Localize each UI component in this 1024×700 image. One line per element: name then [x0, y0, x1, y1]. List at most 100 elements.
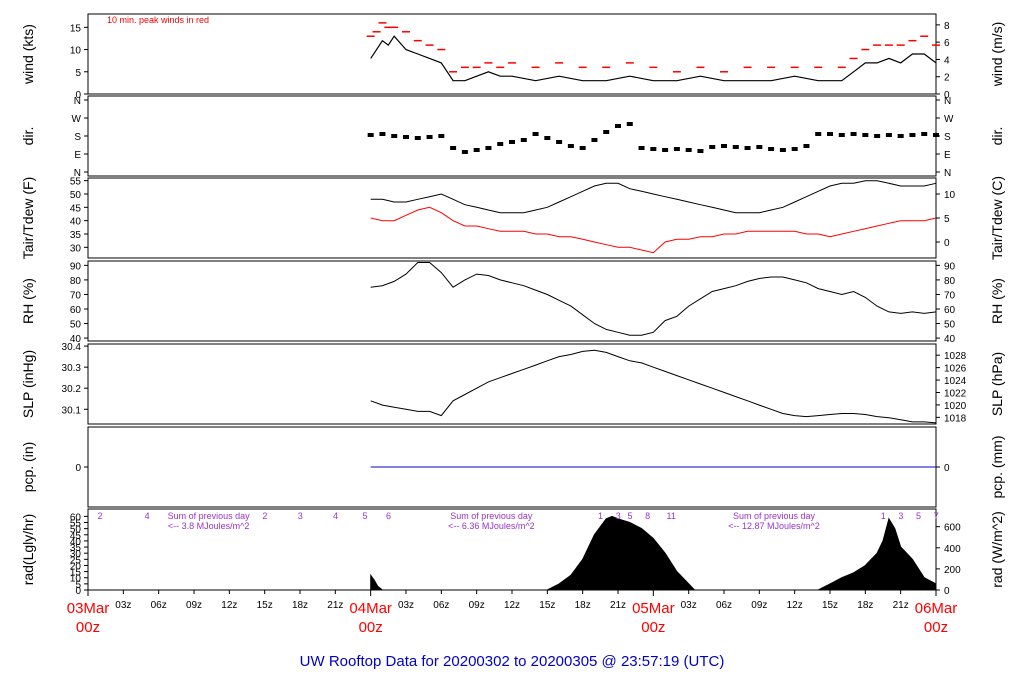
y-tick-label-left: 30.2: [62, 384, 82, 395]
y-tick-label-right: 10: [944, 190, 956, 201]
direction-point: [862, 133, 869, 137]
direction-point: [768, 147, 775, 151]
radiation-hour-marker: 4: [333, 511, 338, 521]
direction-point: [732, 145, 739, 149]
radiation-sum-label: Sum of previous day: [168, 511, 251, 521]
radiation-hour-marker: 7: [934, 511, 939, 521]
y-tick-label-left: 35: [70, 230, 82, 241]
y-tick-label-left: W: [72, 114, 82, 125]
rh-line: [370, 262, 937, 336]
tair-line: [370, 180, 937, 214]
radiation-hour-marker: 3: [298, 511, 303, 521]
x-tick-label: 09z: [469, 600, 485, 611]
direction-point: [450, 146, 457, 150]
x-tick-label: 12z: [787, 600, 803, 611]
direction-point: [756, 145, 763, 149]
direction-point: [791, 147, 798, 151]
direction-point: [650, 147, 657, 151]
x-tick-label: 09z: [186, 600, 202, 611]
radiation-hour-marker: 11: [667, 511, 676, 521]
y-tick-label-left: 35: [70, 543, 82, 554]
y-tick-label-left: 0: [75, 90, 81, 101]
y-tick-label-right: 0: [944, 463, 950, 474]
radiation-hour-marker: 3: [616, 511, 621, 521]
date-time-label: 00z: [924, 619, 948, 636]
y-tick-label-left: 90: [70, 261, 82, 272]
direction-point: [921, 132, 928, 136]
y-tick-label-left: 5: [75, 580, 81, 591]
y-tick-label-right: 70: [944, 290, 956, 301]
y-tick-label-right: W: [944, 114, 954, 125]
date-time-label: 00z: [359, 619, 383, 636]
radiation-sum-value: <-- 6.36 MJoules/m^2: [448, 521, 535, 531]
y-tick-label-right: 4: [944, 55, 950, 66]
direction-point: [885, 133, 892, 137]
direction-point: [827, 132, 833, 136]
y-tick-label-left: 0: [75, 586, 81, 597]
y-tick-label-right: 0: [944, 90, 950, 101]
panel-dir: dir. dir.N NE ES SW WN N: [20, 95, 1005, 179]
y-tick-label-left: 40: [70, 537, 82, 548]
y-tick-label-right: 400: [944, 544, 961, 555]
y-tick-label-left: 0: [75, 463, 81, 474]
panel-rh: RH (%) RH (%) 40 50 60 70 80 90 40 50 60 70 80 90: [20, 260, 1005, 345]
y-axis-label-right: wind (m/s): [989, 22, 1005, 88]
direction-point: [497, 142, 504, 146]
x-tick-label: 03z: [681, 600, 697, 611]
radiation-sum-label: Sum of previous day: [733, 511, 816, 521]
radiation-sum-value: <-- 3.8 MJoules/m^2: [168, 521, 250, 531]
y-tick-label-right: 600: [944, 523, 961, 534]
radiation-hour-marker: 5: [627, 511, 632, 521]
x-tick-label: 18z: [575, 600, 591, 611]
direction-point: [615, 124, 621, 128]
x-tick-label: 12z: [221, 600, 237, 611]
y-tick-label-right: 200: [944, 565, 961, 576]
x-tick-label: 09z: [751, 600, 767, 611]
direction-point: [685, 148, 692, 152]
y-tick-label-left: 10: [70, 46, 82, 57]
date-label: 06Mar: [915, 600, 958, 617]
panel-frame: [87, 343, 937, 425]
y-tick-label-left: 5: [75, 68, 81, 79]
direction-point: [461, 150, 468, 154]
y-tick-label-left: 80: [70, 276, 82, 287]
direction-point: [909, 133, 916, 137]
x-tick-label: 03z: [398, 600, 414, 611]
direction-point: [721, 144, 727, 148]
y-tick-label-left: 40: [70, 334, 82, 345]
y-tick-label-right: 2: [944, 73, 950, 84]
direction-point: [509, 140, 515, 144]
radiation-hour-marker: 8: [645, 511, 650, 521]
date-label: 04Mar: [349, 600, 392, 617]
direction-point: [532, 132, 539, 136]
date-label: 03Mar: [67, 600, 110, 617]
x-tick-label: 15z: [257, 600, 273, 611]
y-axis-label-left: Tair/Tdew (F): [20, 177, 36, 259]
y-tick-label-left: 20: [70, 561, 82, 572]
x-tick-label: 21z: [327, 600, 343, 611]
y-axis-label-right: dir.: [989, 127, 1005, 146]
direction-point: [579, 146, 586, 150]
direction-point: [367, 133, 374, 137]
panel-frame: [87, 13, 937, 95]
x-tick-label: 03z: [115, 600, 131, 611]
y-axis-label-right: SLP (hPa): [989, 352, 1005, 416]
radiation-area: [370, 515, 937, 591]
x-tick-label: 12z: [504, 600, 520, 611]
x-tick-label: 06z: [151, 600, 167, 611]
direction-point: [638, 146, 645, 150]
x-tick-label: 15z: [539, 600, 555, 611]
direction-point: [779, 148, 786, 152]
direction-point: [662, 148, 669, 152]
radiation-hour-marker: 6: [386, 511, 391, 521]
direction-point: [897, 134, 904, 138]
direction-point: [567, 144, 574, 148]
y-axis-label-left: dir.: [20, 127, 36, 146]
figure-title: UW Rooftop Data for 20200302 to 20200305…: [300, 653, 725, 670]
y-tick-label-right: 1022: [944, 388, 967, 399]
direction-point: [803, 144, 810, 148]
direction-point: [603, 130, 610, 134]
radiation-hour-marker: 4: [145, 511, 150, 521]
direction-point: [933, 133, 939, 137]
y-tick-label-right: S: [944, 132, 951, 143]
